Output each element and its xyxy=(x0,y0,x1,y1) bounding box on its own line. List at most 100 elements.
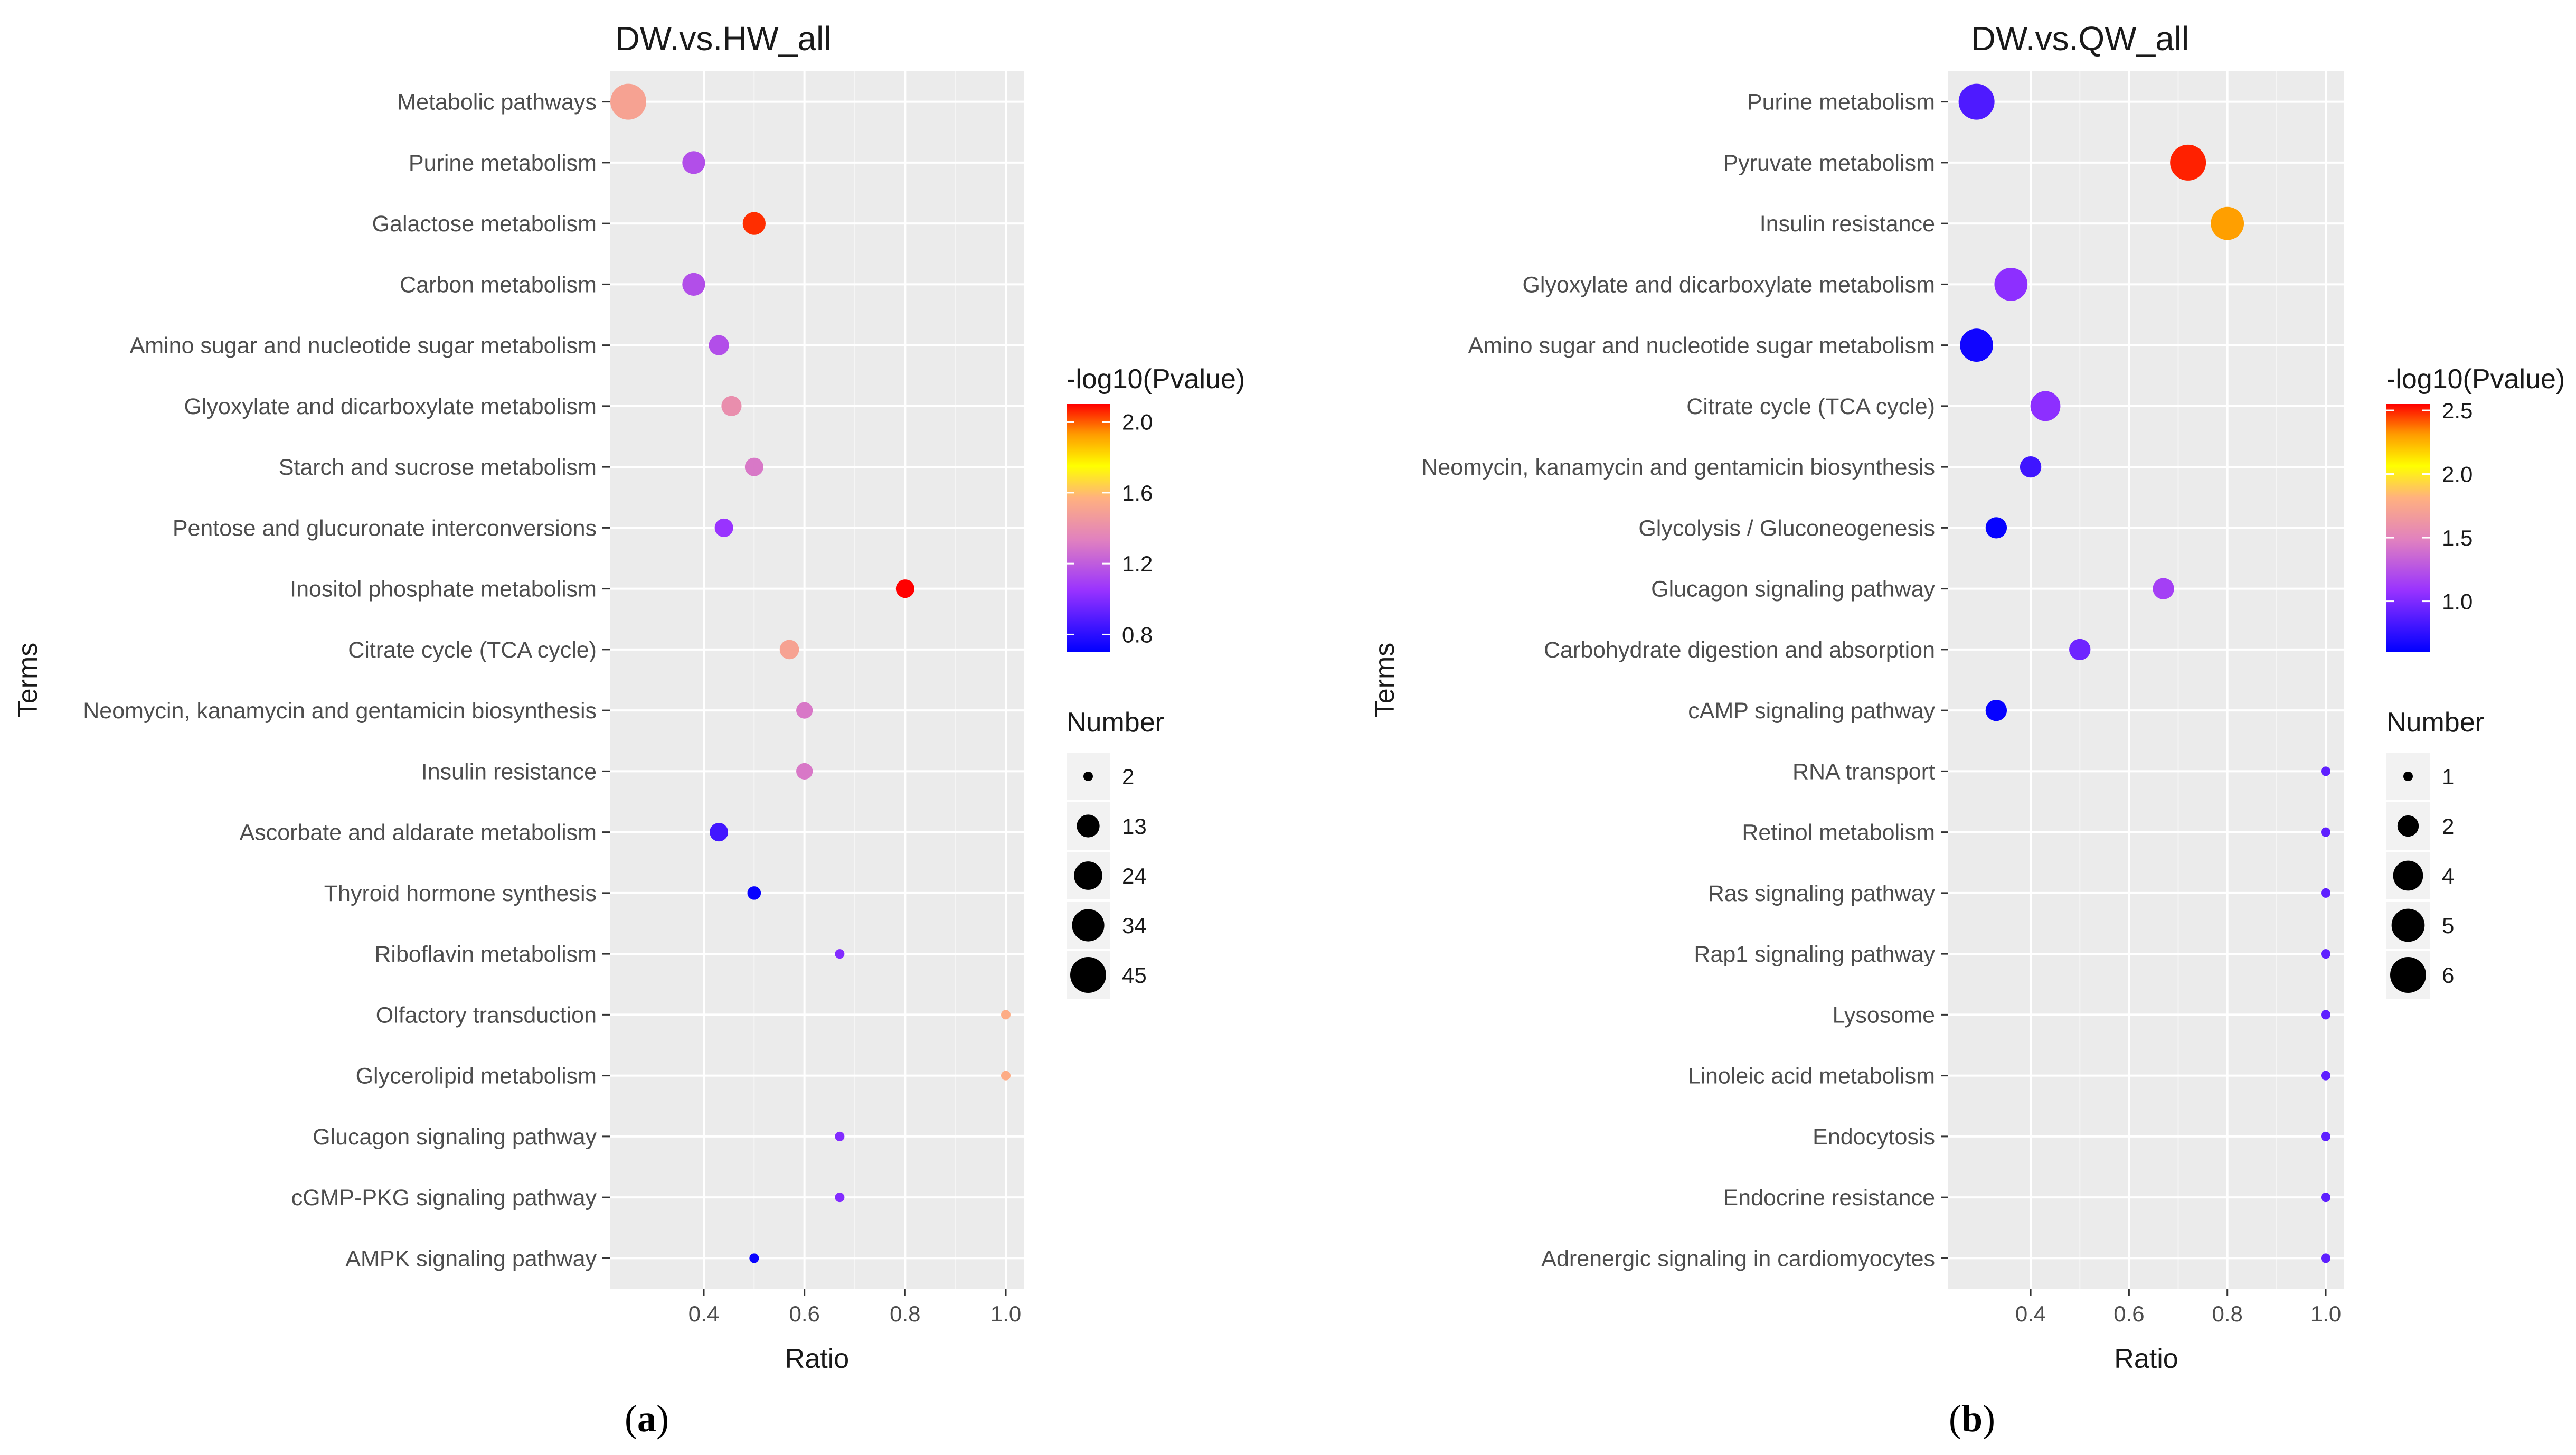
chart-title: DW.vs.HW_all xyxy=(616,20,832,58)
panel-caption: (a) xyxy=(625,1397,669,1440)
size-legend-dot xyxy=(2391,908,2425,942)
term-label: Citrate cycle (TCA cycle) xyxy=(1686,394,1935,419)
color-legend-label: 1.6 xyxy=(1122,481,1153,505)
term-label: Endocrine resistance xyxy=(1723,1185,1935,1210)
data-point xyxy=(1985,517,2007,539)
size-legend-label: 13 xyxy=(1122,814,1147,839)
data-point xyxy=(714,518,733,537)
term-label: Riboflavin metabolism xyxy=(374,942,597,967)
term-label: Glycolysis / Gluconeogenesis xyxy=(1638,515,1935,541)
x-tick-label: 0.6 xyxy=(789,1301,819,1326)
color-legend-title: -log10(Pvalue) xyxy=(1067,364,1245,395)
data-point xyxy=(2321,766,2330,776)
data-point xyxy=(2321,888,2330,898)
color-legend-label: 1.5 xyxy=(2442,525,2473,550)
color-legend-label: 2.5 xyxy=(2442,398,2473,423)
term-label: Pyruvate metabolism xyxy=(1723,151,1936,176)
data-point xyxy=(796,763,813,780)
size-legend-dot xyxy=(2390,957,2426,993)
plot-background xyxy=(610,71,1024,1289)
size-legend-title: Number xyxy=(2386,707,2484,738)
size-legend-dot xyxy=(1070,957,1106,993)
size-legend-label: 34 xyxy=(1122,913,1147,938)
chart-panel-a: 0.4 0.6 0.8 1.0 Metabolic pathways Purine met… xyxy=(13,20,1245,1440)
data-point xyxy=(835,1193,845,1203)
term-label: Purine metabolism xyxy=(1747,90,1935,115)
term-label: Glyoxylate and dicarboxylate metabolism xyxy=(184,394,597,419)
term-label: Amino sugar and nucleotide sugar metabol… xyxy=(130,333,597,359)
color-bar xyxy=(1067,404,1110,652)
data-point xyxy=(1001,1071,1011,1081)
data-point xyxy=(710,823,729,842)
data-point xyxy=(796,702,813,719)
data-point xyxy=(1994,268,2028,301)
data-point xyxy=(835,1131,845,1141)
size-legend-label: 2 xyxy=(2442,814,2454,839)
color-legend-title: -log10(Pvalue) xyxy=(2386,364,2565,395)
data-point xyxy=(721,396,742,416)
size-legend-dot xyxy=(2403,772,2413,781)
x-tick-label: 0.8 xyxy=(2212,1301,2243,1326)
term-label: Lysosome xyxy=(1833,1002,1935,1028)
term-label: AMPK signaling pathway xyxy=(345,1246,597,1271)
data-point xyxy=(2069,639,2091,661)
color-legend-label: 1.2 xyxy=(1122,551,1153,576)
size-legend-dot xyxy=(2397,815,2419,837)
panel-caption-letter: b xyxy=(1961,1397,1983,1440)
term-label: cAMP signaling pathway xyxy=(1688,698,1935,724)
x-axis-label: Ratio xyxy=(785,1344,849,1374)
term-label: Neomycin, kanamycin and gentamicin biosy… xyxy=(83,698,597,724)
y-axis-label: Terms xyxy=(1370,643,1400,718)
term-label: Adrenergic signaling in cardiomyocytes xyxy=(1541,1246,1935,1271)
data-point xyxy=(779,640,799,660)
data-point xyxy=(610,83,646,120)
data-point xyxy=(2170,144,2206,181)
size-legend-dot xyxy=(1077,814,1100,838)
size-legend-label: 5 xyxy=(2442,913,2454,938)
term-label: Glucagon signaling pathway xyxy=(313,1124,597,1150)
term-label: Olfactory transduction xyxy=(376,1002,597,1028)
size-legend-label: 24 xyxy=(1122,863,1147,888)
size-legend-label: 2 xyxy=(1122,764,1134,789)
data-point xyxy=(2321,1253,2330,1263)
term-label: Starch and sucrose metabolism xyxy=(279,455,597,480)
data-point xyxy=(1985,699,2007,721)
term-label: Retinol metabolism xyxy=(1742,820,1935,846)
data-point xyxy=(749,1253,759,1263)
x-tick-label: 0.4 xyxy=(688,1301,719,1326)
chart-panel-b: 0.4 0.6 0.8 1.0 Purine metabolism Pyruvate me… xyxy=(1370,20,2565,1440)
term-label: Amino sugar and nucleotide sugar metabol… xyxy=(1468,333,1935,359)
y-axis-label: Terms xyxy=(13,643,43,718)
term-label: Glyoxylate and dicarboxylate metabolism xyxy=(1522,272,1935,297)
data-point xyxy=(2321,1010,2330,1020)
x-tick-label: 0.8 xyxy=(890,1301,920,1326)
data-point xyxy=(2030,391,2061,421)
term-label: Citrate cycle (TCA cycle) xyxy=(348,637,597,663)
color-legend-label: 0.8 xyxy=(1122,622,1153,647)
data-point xyxy=(682,151,705,174)
x-axis-label: Ratio xyxy=(2114,1344,2178,1374)
data-point xyxy=(2321,827,2330,837)
data-point xyxy=(2321,949,2330,959)
term-label: Ras signaling pathway xyxy=(1708,881,1936,906)
size-legend-dot xyxy=(1072,909,1105,942)
data-point xyxy=(744,457,763,476)
data-point xyxy=(2211,206,2244,240)
size-legend-label: 4 xyxy=(2442,863,2454,888)
term-label: Endocytosis xyxy=(1813,1124,1935,1150)
size-legend-dot xyxy=(1074,861,1102,890)
data-point xyxy=(682,273,705,296)
color-legend-label: 1.0 xyxy=(2442,589,2473,614)
x-tick-label: 1.0 xyxy=(2310,1301,2341,1326)
panel-caption: (b) xyxy=(1949,1397,1995,1440)
size-legend-label: 1 xyxy=(2442,764,2454,789)
color-legend-label: 2.0 xyxy=(1122,410,1153,435)
color-bar xyxy=(2386,404,2430,652)
term-label: RNA transport xyxy=(1792,759,1935,784)
term-label: Insulin resistance xyxy=(1760,211,1935,237)
size-legend-dot xyxy=(1083,772,1093,781)
term-label: Carbohydrate digestion and absorption xyxy=(1544,637,1935,663)
data-point xyxy=(2153,578,2174,599)
data-point xyxy=(2321,1193,2330,1203)
plot-background xyxy=(1948,71,2344,1289)
